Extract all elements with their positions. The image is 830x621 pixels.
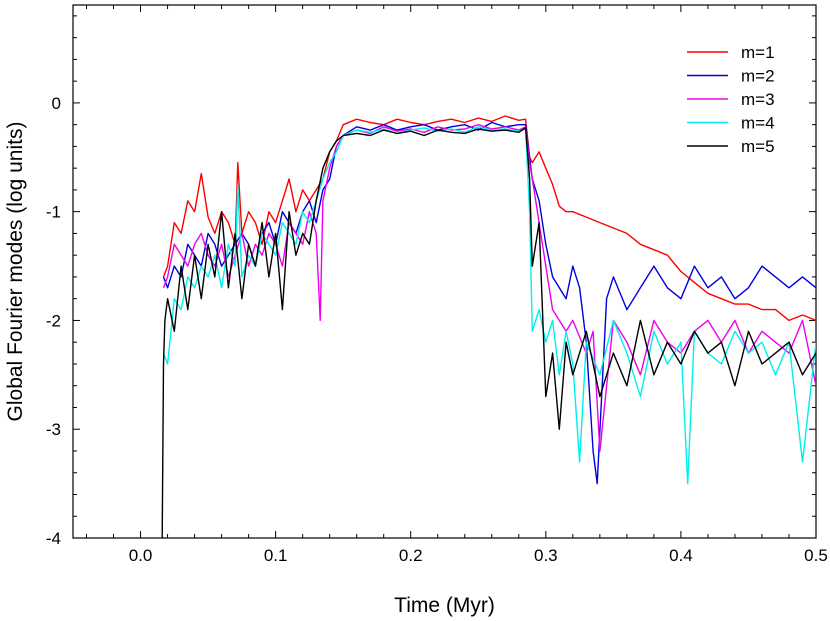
x-tick-label: 0.2 <box>399 546 423 565</box>
y-axis-label: Global Fourier modes (log units) <box>4 122 27 422</box>
y-tick-label: -2 <box>46 311 61 330</box>
legend-label: m=5 <box>741 137 775 156</box>
legend: m=1 m=2 m=3 m=4 m=5 <box>687 43 775 156</box>
series-line-m-4 <box>162 126 816 485</box>
legend-label: m=3 <box>741 90 775 109</box>
y-tick-label: -1 <box>46 203 61 222</box>
y-tick-label: -4 <box>46 529 61 548</box>
series-line-m-2 <box>162 121 816 485</box>
y-tick-label: 0 <box>52 94 61 113</box>
x-tick-label: 0.0 <box>129 546 153 565</box>
y-tick-label: -3 <box>46 420 61 439</box>
x-tick-label: 0.4 <box>669 546 693 565</box>
ticks-layer: 0 -1 -2 -3 -4 0.0 0.1 0.2 0.3 0.4 0.5 <box>46 5 828 565</box>
x-tick-label: 0.5 <box>804 546 828 565</box>
plot-frame <box>72 4 817 539</box>
x-tick-label: 0.1 <box>264 546 288 565</box>
legend-label: m=2 <box>741 67 775 86</box>
series-line-m-3 <box>162 123 816 452</box>
legend-label: m=1 <box>741 43 775 62</box>
x-axis-label: Time (Myr) <box>394 594 495 617</box>
x-tick-label: 0.3 <box>534 546 558 565</box>
legend-label: m=4 <box>741 114 775 133</box>
series-layer <box>161 115 816 538</box>
series-line-m-5 <box>161 127 816 538</box>
